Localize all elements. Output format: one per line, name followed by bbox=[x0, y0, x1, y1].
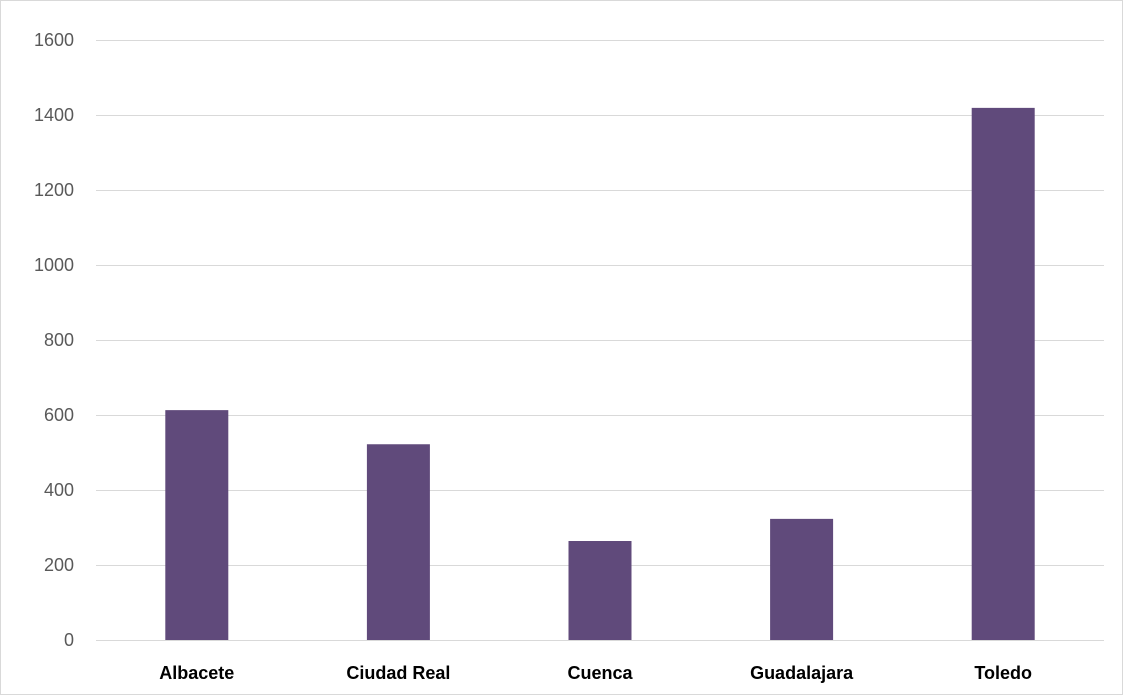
x-axis-category-labels: Albacete Ciudad Real Cuenca Guadalajara Tole… bbox=[159, 663, 1032, 683]
y-tick-label: 1200 bbox=[34, 180, 74, 200]
gridlines bbox=[96, 40, 1104, 641]
y-tick-label: 1600 bbox=[34, 30, 74, 50]
x-category-label: Guadalajara bbox=[750, 663, 854, 683]
y-tick-label: 1400 bbox=[34, 105, 74, 125]
y-tick-label: 800 bbox=[44, 330, 74, 350]
y-tick-label: 400 bbox=[44, 480, 74, 500]
y-axis-tick-labels: 0 200 400 600 800 1000 1200 1400 1600 bbox=[34, 30, 74, 650]
y-tick-label: 0 bbox=[64, 630, 74, 650]
bar-ciudad-real bbox=[366, 444, 430, 640]
y-tick-label: 600 bbox=[44, 405, 74, 425]
bar-cuenca bbox=[568, 541, 632, 640]
x-category-label: Ciudad Real bbox=[346, 663, 450, 683]
bars bbox=[165, 107, 1035, 640]
x-category-label: Cuenca bbox=[567, 663, 633, 683]
bar-albacete bbox=[165, 410, 229, 640]
x-category-label: Albacete bbox=[159, 663, 234, 683]
y-tick-label: 200 bbox=[44, 555, 74, 575]
x-category-label: Toledo bbox=[974, 663, 1032, 683]
bar-toledo bbox=[971, 107, 1035, 640]
y-tick-label: 1000 bbox=[34, 255, 74, 275]
bar-guadalajara bbox=[770, 518, 834, 640]
